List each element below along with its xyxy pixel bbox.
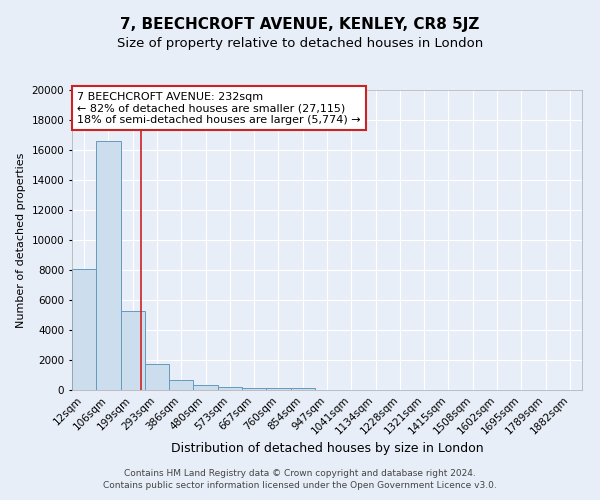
Text: Contains HM Land Registry data © Crown copyright and database right 2024.
Contai: Contains HM Land Registry data © Crown c… [103,468,497,490]
Text: 7, BEECHCROFT AVENUE, KENLEY, CR8 5JZ: 7, BEECHCROFT AVENUE, KENLEY, CR8 5JZ [121,18,479,32]
Bar [72,268,96,390]
Bar [193,385,218,390]
Bar [290,388,315,390]
Bar [242,388,266,390]
Text: 7 BEECHCROFT AVENUE: 232sqm
← 82% of detached houses are smaller (27,115)
18% of: 7 BEECHCROFT AVENUE: 232sqm ← 82% of det… [77,92,361,124]
Bar [121,310,145,390]
Text: Size of property relative to detached houses in London: Size of property relative to detached ho… [117,38,483,51]
Bar [96,141,121,390]
X-axis label: Distribution of detached houses by size in London: Distribution of detached houses by size … [170,442,484,455]
Bar [266,388,290,390]
Bar [169,380,193,390]
Y-axis label: Number of detached properties: Number of detached properties [16,152,26,328]
Bar [145,364,169,390]
Bar [218,387,242,390]
